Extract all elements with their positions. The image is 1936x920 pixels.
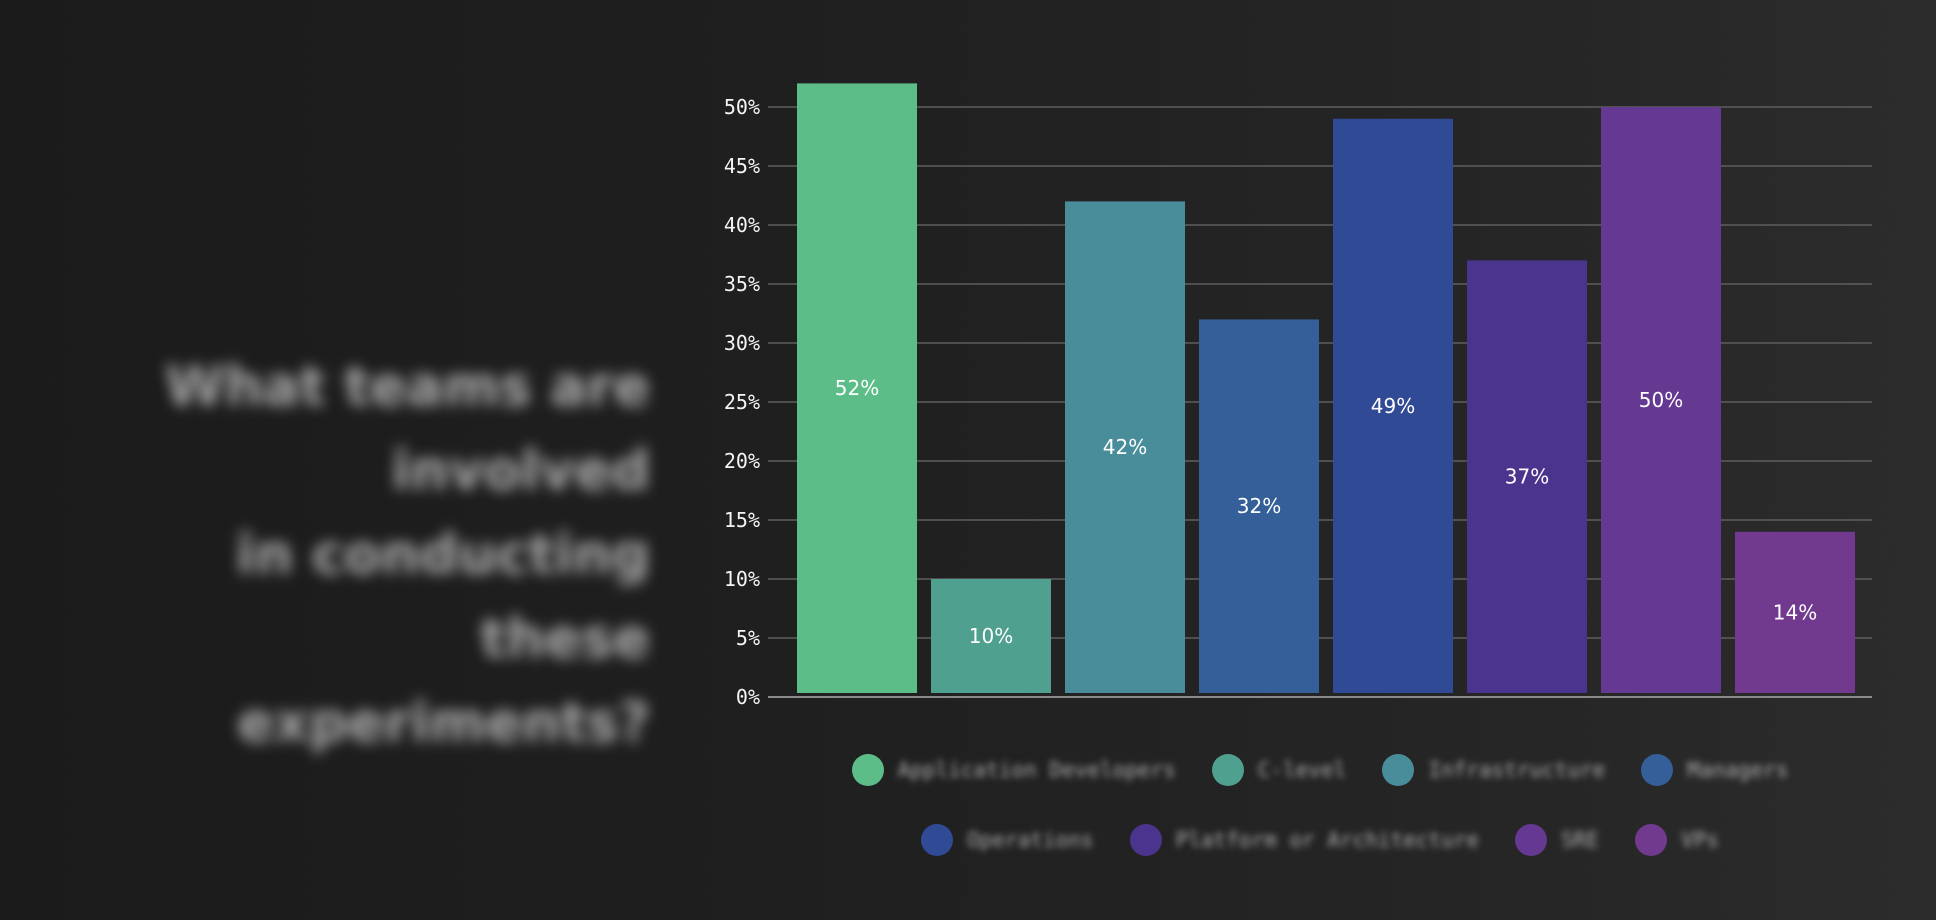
bar-value-label: 42%	[1103, 435, 1147, 459]
bar-vps	[1735, 531, 1855, 693]
headline-line-3: experiments?	[237, 691, 651, 754]
legend-label: Infrastructure	[1428, 758, 1606, 782]
data-labels: 52% 10% 42% 32% 49% 37% 50% 14%	[835, 376, 1817, 648]
legend-item[interactable]: SRE	[1515, 824, 1599, 856]
legend-swatch	[1129, 824, 1162, 856]
bar-platform-or-architecture	[1467, 260, 1587, 693]
legend-swatch	[1382, 754, 1415, 786]
legend-swatch	[921, 824, 954, 856]
bar-chart: 0% 5% 10% 15% 20% 25% 30% 35% 40% 45% 50% 52% 10% 42…	[724, 83, 1872, 709]
headline-line-2: in conducting these	[236, 523, 650, 670]
y-tick-label: 0%	[736, 685, 760, 709]
legend-swatch	[1641, 754, 1674, 786]
legend-row-1: Application Developers C-level Infrastruct…	[690, 750, 1936, 790]
legend-swatch	[1634, 824, 1667, 856]
bar-c-level	[931, 579, 1051, 693]
bar-value-label: 52%	[835, 376, 879, 400]
y-tick-label: 30%	[724, 331, 760, 355]
legend-row-2: Operations Platform or Architecture SRE VPs	[690, 820, 1936, 860]
y-tick-label: 45%	[724, 154, 760, 178]
legend-swatch	[1211, 754, 1244, 786]
legend-label: C-level	[1257, 758, 1347, 782]
bar-value-label: 49%	[1371, 394, 1415, 418]
bar-value-label: 37%	[1505, 465, 1549, 489]
y-tick-label: 15%	[724, 508, 760, 532]
legend-swatch	[851, 754, 884, 786]
legend-item[interactable]: Operations	[921, 824, 1094, 856]
legend-item[interactable]: Platform or Architecture	[1129, 824, 1479, 856]
legend-label: VPs	[1680, 828, 1719, 852]
bar-value-label: 50%	[1639, 388, 1683, 412]
headline-line-1: What teams are involved	[165, 355, 650, 502]
legend-label: Managers	[1687, 758, 1789, 782]
bar-sre	[1601, 107, 1721, 693]
y-axis: 0% 5% 10% 15% 20% 25% 30% 35% 40% 45% 50%	[724, 95, 760, 709]
bar-value-label: 10%	[969, 624, 1013, 648]
legend-label: Platform or Architecture	[1175, 828, 1479, 852]
bar-application-developers	[797, 83, 917, 693]
legend-label: SRE	[1561, 828, 1599, 852]
bars	[797, 83, 1855, 694]
y-tick-label: 20%	[724, 449, 760, 473]
bar-infrastructure	[1065, 201, 1185, 693]
legend-item[interactable]: C-level	[1211, 754, 1347, 786]
legend-swatch	[1515, 824, 1547, 856]
legend-item[interactable]: Infrastructure	[1382, 754, 1605, 786]
bar-managers	[1199, 319, 1319, 693]
bar-operations	[1333, 118, 1453, 694]
y-tick-label: 35%	[724, 272, 760, 296]
legend-item[interactable]: Application Developers	[851, 754, 1176, 786]
chart-headline: What teams are involved in conducting th…	[70, 345, 650, 765]
y-tick-label: 5%	[736, 626, 760, 650]
legend-item[interactable]: VPs	[1634, 824, 1719, 856]
y-tick-label: 10%	[724, 567, 760, 591]
y-tick-label: 50%	[724, 95, 760, 119]
legend-label: Application Developers	[897, 758, 1176, 782]
bar-value-label: 14%	[1773, 600, 1817, 624]
y-tick-label: 40%	[724, 213, 760, 237]
y-tick-label: 25%	[724, 390, 760, 414]
bar-value-label: 32%	[1237, 494, 1281, 518]
legend-label: Operations	[967, 828, 1094, 852]
legend-item[interactable]: Managers	[1641, 754, 1788, 786]
